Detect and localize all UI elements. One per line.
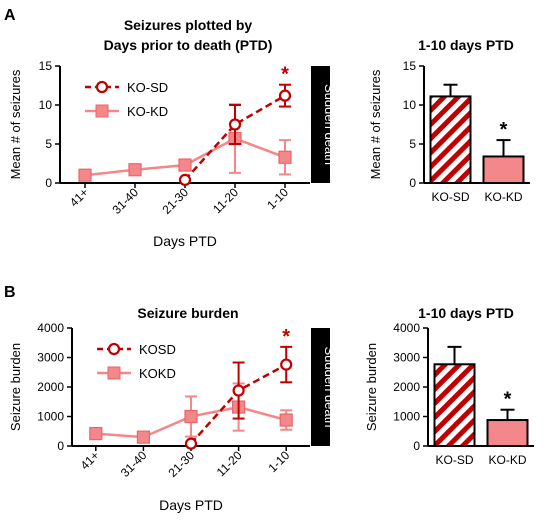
c2-x-tick-label: 31-40 [118,448,150,480]
c3-y-tick-label: 2000 [393,380,420,394]
chart1-title-line2: Days prior to death (PTD) [104,37,273,53]
c0-legend-marker-KO-SD [95,80,109,94]
c2-point-KOKD [136,430,150,444]
c2-y-tick-label: 1000 [37,410,64,424]
c2-point-KOSD [184,437,198,450]
c2-sudden-death-label: Sudden death [322,347,337,428]
c1-y-tick-label: 5 [409,137,416,151]
c0-x-label: Days PTD [153,233,217,249]
c0-y-tick-label: 15 [39,59,53,73]
c0-point-KO-SD [278,89,292,102]
chart1-title-line1: Seizures plotted by [124,17,253,33]
c0-point-KO-KD [128,163,142,177]
c0-x-tick-label: 1-10 [264,185,291,212]
c1-bar-KO-KD [482,155,525,184]
chart2-title: 1-10 days PTD [418,37,514,53]
c1-x-tick-label: KO-SD [431,190,469,204]
c2-legend-label: KOSD [139,342,176,357]
chart4-title: 1-10 days PTD [418,305,514,321]
c2-y-tick-label: 3000 [37,351,64,365]
c3-x-tick-label: KO-SD [435,453,473,467]
c0-point-KO-SD [178,173,192,186]
c0-legend-marker-KO-KD [95,104,109,118]
c3-y-tick-label: 1000 [393,410,420,424]
chart-seizures-1-10-bar: 0 5 10 15 Mean # of seizures KO-SD KO-KD * [368,59,530,204]
c2-point-KOSD [232,384,245,397]
c1-y-tick-label: 0 [409,176,416,190]
c3-x-tick-label: KO-KD [488,453,526,467]
c0-point-KO-KD [178,158,192,172]
c2-y-label: Seizure burden [8,343,23,431]
c3-bar-KO-KD [486,419,529,448]
c2-y-tick-label: 2000 [37,380,64,394]
c2-point-KOSD [280,358,293,371]
c2-sudden-death-bar [311,328,330,446]
c2-x-tick-label: 1-10 [265,448,292,475]
c2-y-tick-label: 0 [57,439,64,453]
c2-legend-label: KOKD [139,366,176,381]
c2-point-KOKD [279,413,293,427]
c0-legend-label: KO-KD [127,104,168,119]
c2-y-tick-label: 4000 [37,321,64,335]
c0-point-KO-SD [228,118,242,131]
c3-y-tick-label: 4000 [393,321,420,335]
c0-point-KO-KD [78,168,92,182]
c0-sudden-death-bar [311,66,330,183]
c2-x-tick-label: 41+ [78,448,102,472]
c2-point-KOKD [184,409,198,424]
c0-sudden-death-label: Sudden death [322,84,337,165]
panel-letter-b: B [4,284,16,301]
chart-burden-1-10-bar: 0 1000 2000 3000 4000 Seizure burden KO-SD KO-K… [364,321,534,467]
chart-seizures-ptd: 0 5 10 15 41+ 31-40 21-30 11-20 1-10 Days PTD Mean… [8,59,337,249]
c3-y-label: Seizure burden [364,343,379,431]
c3-y-tick-label: 0 [413,439,420,453]
c0-x-tick-label: 11-20 [210,185,241,216]
c2-x-label: Days PTD [159,497,223,513]
c2-x-tick-label: 11-20 [214,448,245,479]
c0-y-tick-label: 5 [45,137,52,151]
c0-series-line-KO-SD [184,94,286,181]
c2-significance-star: * [282,326,290,348]
c1-y-label: Mean # of seizures [368,69,383,179]
c1-y-tick-label: 10 [403,98,417,112]
c0-y-tick-label: 0 [45,176,52,190]
c0-x-tick-label: 31-40 [110,185,142,217]
c2-point-KOKD [89,427,103,441]
c3-bar-KO-SD [433,363,476,447]
c1-bar-KO-SD [429,95,472,184]
c0-legend-label: KO-SD [127,80,168,95]
c1-x-tick-label: KO-KD [484,190,522,204]
c0-significance-star: * [281,64,289,86]
panel-letter-a: A [4,7,16,24]
c3-y-tick-label: 3000 [393,351,420,365]
c1-y-tick-label: 15 [403,59,417,73]
c2-legend-marker-KOKD [107,366,121,380]
c2-legend-marker-KOSD [107,342,121,356]
c0-x-tick-label: 21-30 [160,185,192,217]
c0-x-tick-label: 41+ [67,185,91,209]
c3-significance-star: * [504,389,512,411]
c0-y-label: Mean # of seizures [8,69,23,179]
c1-significance-star: * [500,119,508,141]
c2-x-tick-label: 21-30 [166,448,198,480]
c0-y-tick-label: 10 [39,98,53,112]
chart-seizure-burden: 0 1000 2000 3000 4000 41+ 31-40 21-30 11-20 1-10 D… [8,321,337,513]
c0-point-KO-KD [278,150,292,164]
chart3-title: Seizure burden [137,305,238,321]
